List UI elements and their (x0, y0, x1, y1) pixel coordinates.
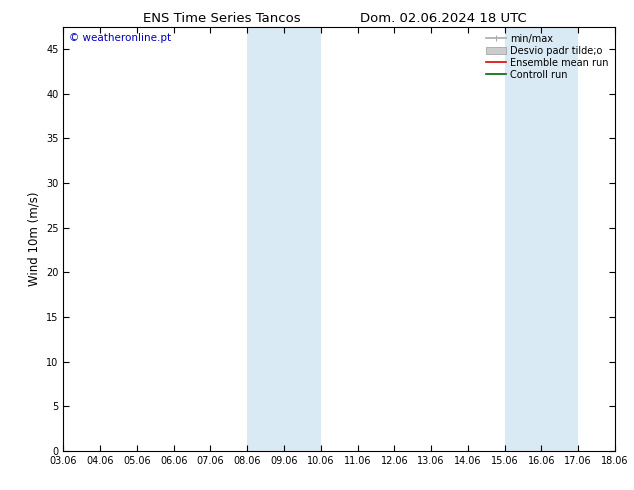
Bar (505, 27, 578, 451)
Text: © weatheronline.pt: © weatheronline.pt (69, 33, 171, 43)
Legend: min/max, Desvio padr tilde;o, Ensemble mean run, Controll run: min/max, Desvio padr tilde;o, Ensemble m… (484, 32, 610, 81)
Text: Dom. 02.06.2024 18 UTC: Dom. 02.06.2024 18 UTC (360, 12, 527, 25)
Text: ENS Time Series Tancos: ENS Time Series Tancos (143, 12, 301, 25)
Bar (247, 27, 321, 451)
Y-axis label: Wind 10m (m/s): Wind 10m (m/s) (27, 192, 41, 286)
